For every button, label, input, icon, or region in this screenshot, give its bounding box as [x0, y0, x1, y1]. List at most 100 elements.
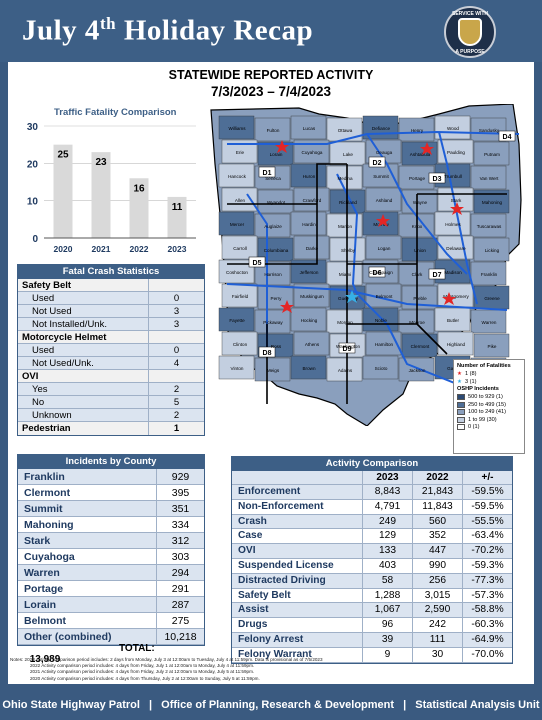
- activity-2023: 39: [362, 632, 412, 647]
- activity-change: -57.3%: [462, 588, 512, 603]
- activity-2022: 990: [412, 558, 462, 573]
- stat-label: Yes: [32, 384, 48, 395]
- county-shape: [365, 331, 402, 356]
- title-banner: July 4th Holiday Recap SERVICE WITH A PU…: [0, 0, 542, 62]
- county-shape: [290, 259, 327, 284]
- activity-change: -55.5%: [462, 514, 512, 529]
- county-shape: [326, 357, 363, 382]
- legend-red-star: ★ 1 (8): [457, 371, 477, 377]
- activity-row: Enforcement 8,843 21,843 -59.5%: [232, 485, 512, 500]
- activity-2022: 30: [412, 647, 462, 662]
- district-badge: [258, 346, 276, 358]
- county-count: 395: [156, 485, 204, 500]
- county-shape: [293, 235, 330, 260]
- activity-2023: 1,288: [362, 588, 412, 603]
- stat-section-blank: [148, 370, 204, 382]
- stat-section-label: Safety Belt: [22, 280, 72, 291]
- activity-2023: 8,843: [362, 485, 412, 499]
- county-shape: [218, 163, 255, 188]
- county-shape: [401, 237, 438, 262]
- county-label: Pike: [488, 344, 497, 349]
- county-label: Delaware: [446, 246, 466, 251]
- county-label: Franklin: [481, 272, 498, 277]
- county-label: Preble: [413, 296, 427, 301]
- county-shape: [290, 355, 327, 380]
- activity-row: Felony Arrest 39 111 -64.9%: [232, 632, 512, 648]
- blue-star-icon: ★: [457, 378, 463, 385]
- county-shape: [218, 259, 255, 284]
- legend-swatch: [457, 416, 465, 423]
- district-label: D3: [433, 176, 442, 183]
- note-line: Notes: 2023 Activity comparison period i…: [10, 657, 323, 662]
- county-label: Warren: [482, 320, 497, 325]
- stat-label: Used: [32, 345, 55, 356]
- county-shape: [365, 187, 402, 212]
- county-label: Brown: [302, 366, 315, 371]
- fatal-star-icon: [280, 300, 294, 313]
- stat-row: Used 0: [18, 292, 204, 305]
- county-name: Mahoning: [24, 519, 74, 531]
- activity-2022: 2,590: [412, 603, 462, 618]
- activity-column-headers: 2023 2022 +/-: [232, 471, 512, 485]
- county-label: Summit: [373, 174, 389, 179]
- activity-change: -58.8%: [462, 603, 512, 618]
- activity-2022: 560: [412, 514, 462, 529]
- activity-col-blank: [232, 471, 362, 484]
- district-label: D4: [503, 134, 512, 141]
- activity-row: Distracted Driving 58 256 -77.3%: [232, 573, 512, 589]
- county-label: Clinton: [233, 342, 248, 347]
- county-row: Belmont 275: [18, 613, 204, 629]
- district-label: D7: [433, 272, 442, 279]
- county-label: Carroll: [233, 246, 247, 251]
- fatality-bar: [91, 152, 111, 238]
- activity-2022: 21,843: [412, 485, 462, 499]
- fatality-bar: [167, 196, 187, 238]
- footer-bar: Ohio State Highway Patrol | Office of Pl…: [0, 690, 542, 720]
- legend-incidents-title: OSHP Incidents: [457, 386, 499, 392]
- county-name: Belmont: [24, 615, 66, 627]
- incidents-by-county-table: Incidents by County Franklin 929 Clermont 3…: [17, 454, 205, 646]
- activity-change: -70.0%: [462, 647, 512, 662]
- county-label: Wayne: [413, 200, 428, 205]
- county-row: Cuyahoga 303: [18, 549, 204, 565]
- stat-label: Not Used/Unk.: [32, 358, 94, 369]
- legend-bin: 500 to 929 (1): [457, 394, 521, 400]
- stat-row: Not Installed/Unk. 3: [18, 318, 204, 331]
- county-label: Lake: [343, 152, 353, 157]
- fatality-markers: [275, 140, 464, 313]
- county-shape: [326, 309, 363, 334]
- county-label: Wyandot: [267, 200, 286, 205]
- notes: Notes: 2023 Activity comparison period i…: [10, 657, 530, 682]
- county-label: Clark: [412, 272, 423, 277]
- county-label: Muskingum: [300, 294, 324, 299]
- fatal-star-icon: [275, 140, 289, 153]
- county-label: Clermont: [411, 344, 430, 349]
- pedestrian-row: Pedestrian 1: [18, 422, 204, 435]
- district-badge: [428, 268, 446, 280]
- county-row: Other (combined) 10,218: [18, 629, 204, 645]
- county-label: Mahoning: [482, 200, 503, 205]
- county-label: Ashland: [376, 198, 393, 203]
- stat-row: Used 0: [18, 344, 204, 357]
- footer-separator: |: [403, 699, 407, 711]
- county-count: 287: [156, 597, 204, 612]
- stat-label: Not Used: [32, 306, 72, 317]
- county-label: Madison: [444, 270, 462, 275]
- county-row: Mahoning 334: [18, 517, 204, 533]
- county-label: Columbiana: [264, 248, 289, 253]
- county-name: Summit: [24, 503, 63, 515]
- county-label: Auglaize: [264, 224, 282, 229]
- note-line: 2020 Activity comparison period includes…: [30, 675, 260, 681]
- x-tick-label: 2023: [168, 244, 187, 254]
- county-label: Geauga: [376, 150, 393, 155]
- stat-value: 3: [148, 318, 204, 330]
- bar-value-label: 23: [95, 157, 107, 168]
- county-shape: [401, 333, 438, 358]
- county-label: Ross: [271, 344, 282, 349]
- county-label: Monroe: [409, 320, 425, 325]
- county-polygons: [218, 115, 510, 382]
- county-name: Warren: [24, 567, 60, 579]
- county-shape: [470, 117, 507, 142]
- county-count: 275: [156, 613, 204, 628]
- county-shape: [218, 355, 255, 380]
